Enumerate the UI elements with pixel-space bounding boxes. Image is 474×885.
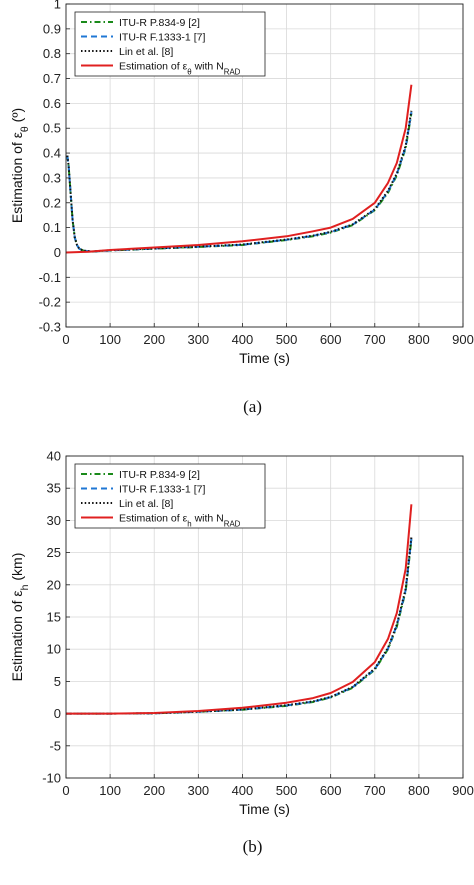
panel-a-ytick-label: 0.5 xyxy=(43,121,61,136)
panel-b-xtick-label: 600 xyxy=(320,783,342,798)
panel-a-xtick-label: 200 xyxy=(143,332,165,347)
panel-b-ytick-label: 0 xyxy=(54,706,61,721)
panel-a-ytick-label: -0.2 xyxy=(39,295,61,310)
panel-b-series-line-4 xyxy=(66,504,413,715)
panel-b-xtick-label: 700 xyxy=(364,783,386,798)
panel-b-xtick-label: 0 xyxy=(62,783,69,798)
panel-a-ytick-label: 0.2 xyxy=(43,195,61,210)
panel-a-ytick-label: -0.3 xyxy=(39,320,61,335)
panel-b-series-line-3 xyxy=(66,536,413,715)
panel-a-ytick-label: 0.3 xyxy=(43,170,61,185)
panel-b-legend-label-3: Lin et al. [8] xyxy=(119,498,173,510)
panel-b-ytick-label: 20 xyxy=(47,577,61,592)
panel-b-xtick-label: 100 xyxy=(99,783,121,798)
panel-b-xtick-label: 200 xyxy=(143,783,165,798)
panel-a-legend-label-2: ITU-R F.1333-1 [7] xyxy=(119,32,205,44)
panel-a-xtick-label: 100 xyxy=(99,332,121,347)
panel-b-y-axis-label: Estimation of εh (km) xyxy=(9,553,31,682)
panel-b-x-axis-label: Time (s) xyxy=(239,801,290,817)
panel-b: 0 100 200 300 400 500 600 700 800 900 -10 -5 0 5 10 15 2… xyxy=(9,449,474,857)
panel-b-ytick-label: 15 xyxy=(47,610,61,625)
panel-a-series-line-2 xyxy=(66,111,413,253)
panel-b-xtick-label: 300 xyxy=(187,783,209,798)
panel-b-ytick-label: 5 xyxy=(54,674,61,689)
panel-a-xtick-label: 400 xyxy=(232,332,254,347)
panel-a-axes-box xyxy=(65,3,464,328)
panel-b-ytick-label: 40 xyxy=(47,449,61,464)
panel-b-xtick-label: 400 xyxy=(232,783,254,798)
panel-a-xtick-label: 600 xyxy=(320,332,342,347)
panel-b-ytick-label: 25 xyxy=(47,545,61,560)
panel-b-xtick-label: 800 xyxy=(408,783,430,798)
panel-b-legend-label-4: Estimation of εh with NRAD xyxy=(119,513,241,529)
panel-a-x-axis-label: Time (s) xyxy=(239,350,290,366)
panel-a-legend-label-3: Lin et al. [8] xyxy=(119,46,173,58)
panel-a: 0 100 200 300 400 500 600 700 800 900 -0.3 -0.2 -0.1… xyxy=(9,0,474,416)
panel-a-ytick-label: 0.1 xyxy=(43,220,61,235)
panel-a-xtick-label: 900 xyxy=(452,332,474,347)
panel-b-ytick-label: -10 xyxy=(42,771,61,786)
panel-b-ytick-label: 10 xyxy=(47,642,61,657)
panel-a-xtick-label: 300 xyxy=(187,332,209,347)
panel-b-legend-label-2: ITU-R F.1333-1 [7] xyxy=(119,484,205,496)
panel-a-ytick-label: 1 xyxy=(54,0,61,12)
panel-b-xtick-label: 900 xyxy=(452,783,474,798)
panel-b-xtick-label: 500 xyxy=(276,783,298,798)
panel-a-legend-label-4: Estimation of εθ with NRAD xyxy=(119,61,241,77)
panel-a-ytick-label: 0.7 xyxy=(43,71,61,86)
panel-b-ytick-label: -5 xyxy=(49,738,61,753)
panel-b-ytick-label: 30 xyxy=(47,513,61,528)
panel-a-ytick-label: 0.6 xyxy=(43,96,61,111)
panel-b-ytick-label: 35 xyxy=(47,481,61,496)
panel-a-xtick-label: 500 xyxy=(276,332,298,347)
panel-a-ytick-label: 0.8 xyxy=(43,46,61,61)
panel-a-legend-label-1: ITU-R P.834-9 [2] xyxy=(119,17,200,29)
panel-a-series-line-4 xyxy=(65,84,413,254)
panel-a-xtick-label: 0 xyxy=(62,332,69,347)
panel-a-xtick-label: 700 xyxy=(364,332,386,347)
panel-a-ytick-label: 0.9 xyxy=(43,21,61,36)
panel-a-y-axis-label: Estimation of εθ (º) xyxy=(9,108,31,223)
panel-a-caption: (a) xyxy=(243,397,262,416)
panel-b-legend-label-1: ITU-R P.834-9 [2] xyxy=(119,469,200,481)
panel-a-ytick-label: -0.1 xyxy=(39,270,61,285)
panel-a-xtick-label: 800 xyxy=(408,332,430,347)
panel-a-ytick-label: 0.4 xyxy=(43,146,61,161)
panel-a-ytick-label: 0 xyxy=(54,245,61,260)
panel-b-axes-box xyxy=(65,455,464,779)
panel-b-caption: (b) xyxy=(243,837,263,856)
